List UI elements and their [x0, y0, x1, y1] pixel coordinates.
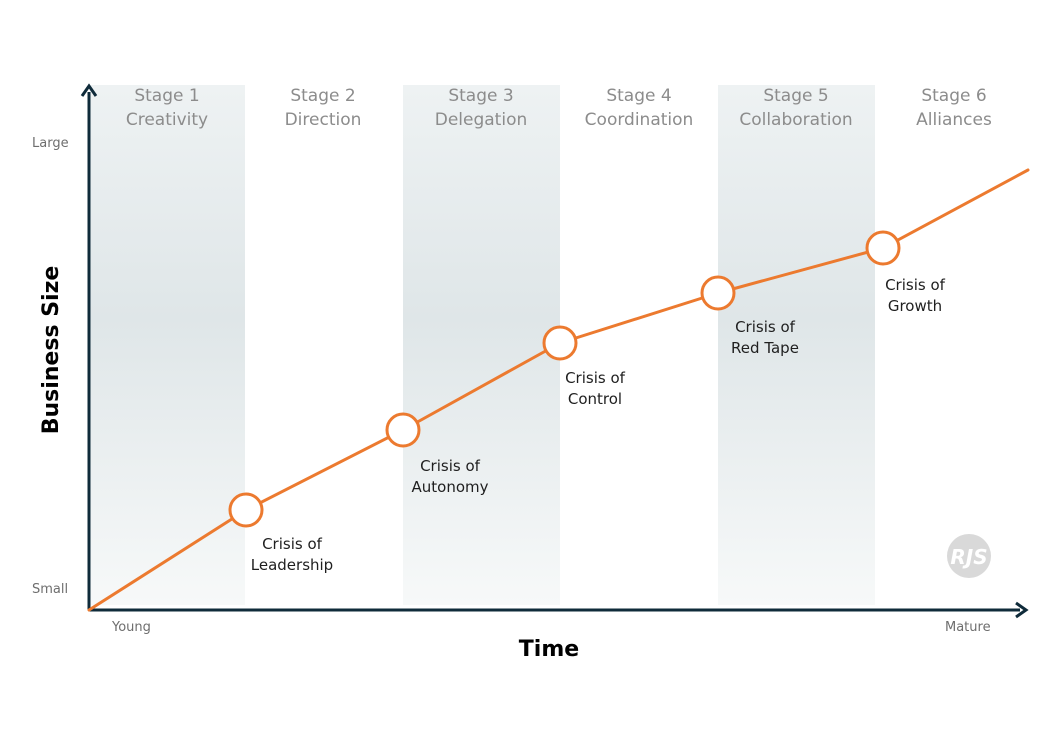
- stage-3-number: Stage 3: [448, 86, 513, 106]
- crisis-point-autonomy: [385, 412, 421, 448]
- crisis-point-growth: [865, 230, 901, 266]
- rjs-logo-icon: RJS: [947, 534, 991, 578]
- stage-5-number: Stage 5: [763, 86, 828, 106]
- stage-6-name: Alliances: [916, 110, 992, 130]
- stage-bands: [90, 85, 875, 605]
- y-axis-bottom-label: Small: [32, 582, 68, 597]
- crisis-3-line2: Control: [568, 390, 622, 408]
- crisis-1-line1: Crisis of: [262, 535, 323, 553]
- crisis-5-line2: Growth: [888, 297, 942, 315]
- x-axis-title: Time: [519, 637, 579, 662]
- axes: [80, 83, 1029, 619]
- x-axis-arrow-icon: [1015, 601, 1029, 619]
- crisis-point-control: [542, 325, 578, 361]
- stage-headings: Stage 1 Creativity Stage 2 Direction Sta…: [126, 86, 992, 130]
- x-axis-end-label: Mature: [945, 620, 991, 635]
- x-axis-start-label: Young: [111, 620, 151, 635]
- crisis-points: [228, 230, 901, 528]
- stage-5-name: Collaboration: [739, 110, 852, 130]
- stage-4-name: Coordination: [585, 110, 694, 130]
- crisis-5-line1: Crisis of: [885, 276, 946, 294]
- crisis-4-line1: Crisis of: [735, 318, 796, 336]
- stage-2-number: Stage 2: [290, 86, 355, 106]
- y-axis-top-label: Large: [32, 136, 69, 151]
- crisis-4-line2: Red Tape: [731, 339, 799, 357]
- crisis-1-line2: Leadership: [251, 556, 333, 574]
- crisis-labels: Crisis of Leadership Crisis of Autonomy …: [251, 276, 946, 574]
- crisis-2-line1: Crisis of: [420, 457, 481, 475]
- y-axis-title: Business Size: [39, 266, 64, 435]
- stage-band-3: [403, 85, 560, 605]
- crisis-2-line2: Autonomy: [412, 478, 489, 496]
- stage-band-1: [90, 85, 245, 605]
- stage-1-number: Stage 1: [134, 86, 199, 106]
- crisis-point-red-tape: [700, 275, 736, 311]
- stage-1-name: Creativity: [126, 110, 208, 130]
- crisis-3-line1: Crisis of: [565, 369, 626, 387]
- stage-2-name: Direction: [285, 110, 362, 130]
- stage-3-name: Delegation: [435, 110, 528, 130]
- svg-text:RJS: RJS: [950, 545, 987, 569]
- crisis-point-leadership: [228, 492, 264, 528]
- y-axis-arrow-icon: [80, 83, 98, 97]
- stage-6-number: Stage 6: [921, 86, 986, 106]
- stage-4-number: Stage 4: [606, 86, 671, 106]
- stage-band-5: [718, 85, 875, 605]
